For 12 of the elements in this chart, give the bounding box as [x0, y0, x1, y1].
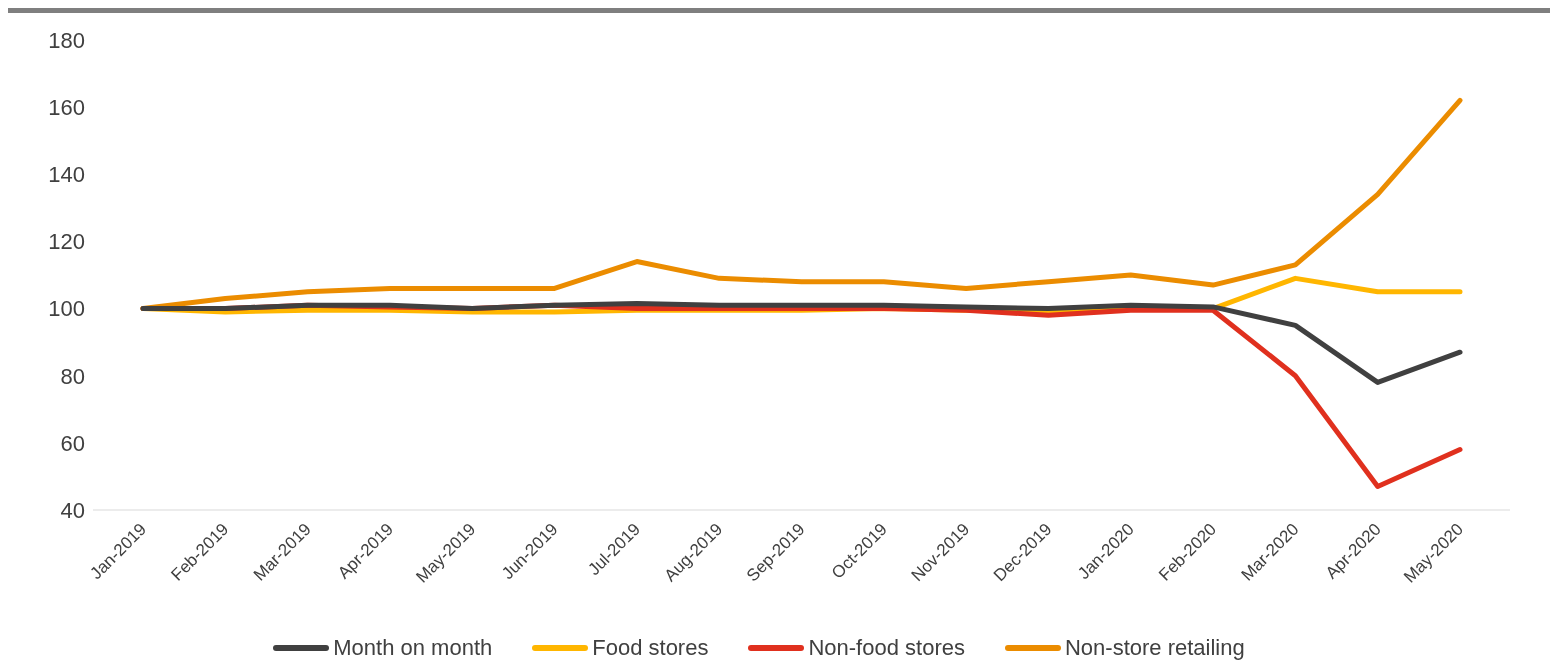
legend-label: Non-store retailing	[1064, 635, 1245, 661]
y-tick-label: 160	[48, 94, 85, 120]
y-tick-label: 180	[48, 27, 85, 53]
legend-label: Non-food stores	[808, 635, 965, 661]
y-tick-label: 100	[48, 296, 85, 322]
y-tick-label: 120	[48, 229, 85, 255]
y-tick-label: 40	[60, 497, 85, 523]
y-tick-label: 60	[60, 430, 85, 456]
y-tick-label: 80	[60, 363, 85, 389]
y-tick-label: 140	[48, 162, 85, 188]
legend-label: Month on month	[333, 635, 493, 661]
legend-label: Food stores	[592, 635, 709, 661]
